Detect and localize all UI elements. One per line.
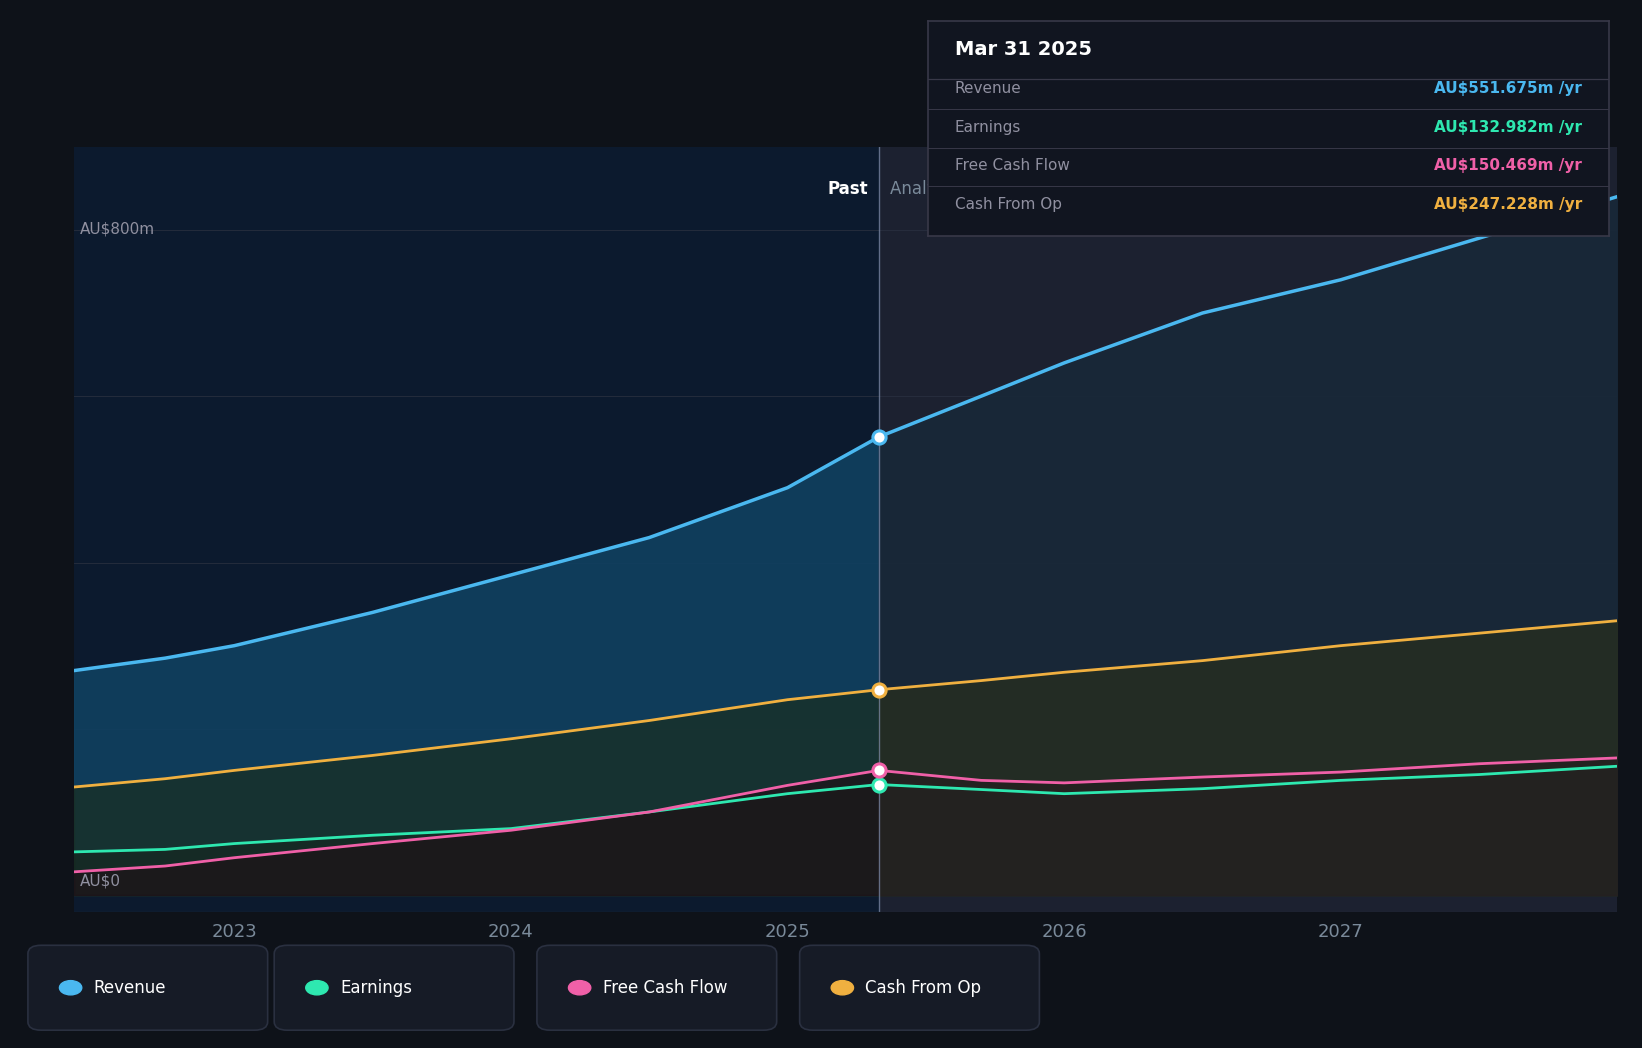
Text: Free Cash Flow: Free Cash Flow [956,158,1071,174]
Text: AU$247.228m /yr: AU$247.228m /yr [1433,197,1581,212]
Text: Mar 31 2025: Mar 31 2025 [956,40,1092,60]
Text: Cash From Op: Cash From Op [865,979,982,997]
Bar [74,147,878,912]
Point [865,429,892,445]
Text: Earnings: Earnings [956,119,1021,135]
Text: Analysts Forecasts: Analysts Forecasts [890,180,1044,198]
Text: Earnings: Earnings [340,979,412,997]
Point [865,681,892,698]
Text: AU$150.469m /yr: AU$150.469m /yr [1433,158,1581,174]
Text: Cash From Op: Cash From Op [956,197,1062,212]
Text: Revenue: Revenue [956,81,1021,96]
Text: Revenue: Revenue [94,979,166,997]
Text: AU$0: AU$0 [79,873,120,889]
Point [865,777,892,793]
Text: AU$551.675m /yr: AU$551.675m /yr [1433,81,1581,96]
Point [865,762,892,779]
Bar [878,147,1617,912]
Text: AU$800m: AU$800m [79,221,154,237]
Text: AU$132.982m /yr: AU$132.982m /yr [1433,119,1581,135]
Text: Past: Past [828,180,867,198]
Text: Free Cash Flow: Free Cash Flow [603,979,727,997]
